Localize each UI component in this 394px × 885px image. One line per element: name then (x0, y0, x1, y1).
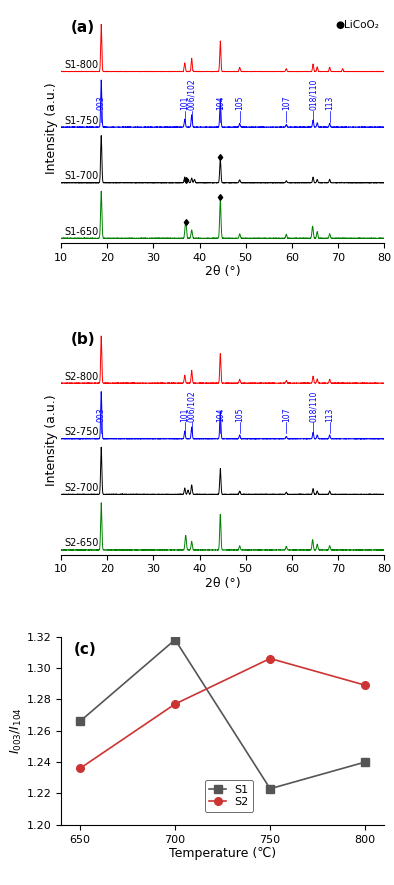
S1 (363, 757, 368, 767)
Text: (b): (b) (71, 332, 95, 347)
S1 (268, 783, 273, 794)
Text: 104: 104 (216, 407, 225, 421)
Text: 113: 113 (325, 96, 334, 110)
Text: ●LiCoO₂: ●LiCoO₂ (335, 20, 379, 30)
Text: 006/102: 006/102 (187, 79, 196, 110)
Text: 003: 003 (97, 96, 106, 110)
Text: S1-800: S1-800 (65, 60, 99, 70)
Text: 101: 101 (180, 96, 189, 110)
Legend: S1, S2: S1, S2 (205, 780, 253, 812)
Text: 018/110: 018/110 (309, 79, 318, 110)
Text: (c): (c) (74, 643, 97, 658)
Text: S1-700: S1-700 (65, 171, 99, 181)
S2 (363, 680, 368, 690)
X-axis label: 2θ (°): 2θ (°) (205, 577, 240, 590)
S2 (78, 763, 82, 773)
Text: 006/102: 006/102 (187, 390, 196, 421)
Line: S2: S2 (76, 655, 369, 772)
Text: 113: 113 (325, 407, 334, 421)
Text: 105: 105 (235, 407, 244, 421)
Y-axis label: Intensity (a.u.): Intensity (a.u.) (45, 82, 58, 173)
Y-axis label: $I_{003}/I_{104}$: $I_{003}/I_{104}$ (9, 707, 24, 754)
S1 (173, 635, 177, 645)
S2 (268, 653, 273, 664)
Text: 104: 104 (216, 96, 225, 110)
Text: S1-650: S1-650 (65, 227, 99, 237)
Text: 101: 101 (180, 407, 189, 421)
Text: S2-700: S2-700 (65, 483, 99, 493)
Text: (a): (a) (71, 20, 95, 35)
Text: S1-750: S1-750 (65, 116, 99, 126)
S1 (78, 716, 82, 727)
Text: 107: 107 (282, 407, 291, 421)
S2 (173, 698, 177, 709)
Y-axis label: Intensity (a.u.): Intensity (a.u.) (45, 394, 58, 486)
X-axis label: Temperature (℃): Temperature (℃) (169, 847, 276, 860)
Text: S2-800: S2-800 (65, 372, 99, 381)
Line: S1: S1 (76, 635, 369, 793)
X-axis label: 2θ (°): 2θ (°) (205, 266, 240, 279)
Text: 003: 003 (97, 407, 106, 421)
Text: S2-750: S2-750 (65, 427, 99, 437)
Text: S2-650: S2-650 (65, 538, 99, 549)
Text: 107: 107 (282, 96, 291, 110)
Text: 105: 105 (235, 96, 244, 110)
Text: 018/110: 018/110 (309, 390, 318, 421)
